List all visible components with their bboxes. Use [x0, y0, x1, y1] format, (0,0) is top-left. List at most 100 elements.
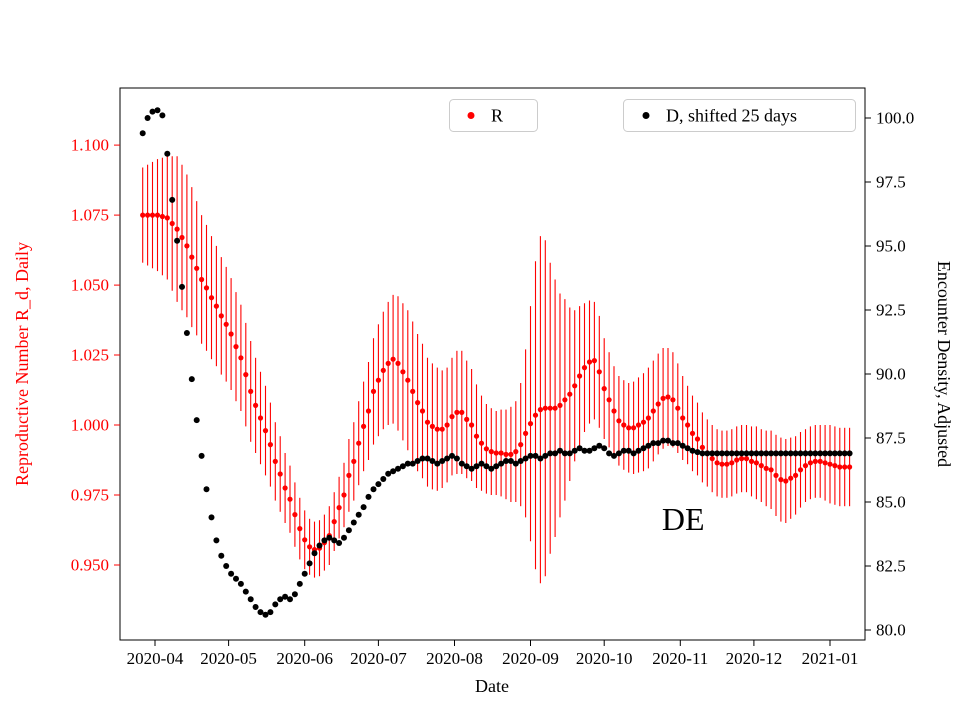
- r-point: [635, 422, 642, 428]
- r-point: [547, 405, 553, 411]
- r-point: [807, 460, 814, 466]
- r-point: [213, 303, 219, 309]
- r-point: [788, 475, 794, 481]
- d-point: [193, 417, 200, 424]
- r-point: [626, 425, 632, 431]
- r-point: [444, 422, 450, 428]
- d-point: [164, 150, 171, 157]
- d-point: [336, 540, 343, 546]
- r-point: [380, 367, 386, 373]
- d-point: [773, 450, 779, 457]
- d-point: [282, 593, 289, 600]
- r-point: [694, 436, 701, 442]
- r-point: [493, 450, 499, 456]
- r-point: [478, 440, 485, 446]
- d-point: [738, 450, 745, 457]
- r-point: [778, 477, 784, 483]
- r-points: [140, 212, 853, 553]
- d-point: [345, 527, 352, 534]
- d-point: [689, 447, 696, 454]
- r-point: [424, 419, 431, 425]
- r-point: [434, 426, 440, 432]
- d-point: [287, 596, 293, 603]
- d-point: [183, 330, 190, 336]
- r-point: [719, 461, 725, 467]
- x-axis-ticks: 2020-04 2020-05 2020-06 2020-07 2020-08 2020-…: [127, 640, 858, 668]
- legend-r-marker-icon: [467, 112, 475, 119]
- r-point: [370, 388, 377, 394]
- left-tick-label: 1.025: [71, 346, 109, 365]
- d-point: [257, 609, 264, 616]
- right-tick-label: 92.5: [876, 301, 906, 320]
- r-point: [802, 463, 809, 469]
- r-point: [189, 254, 195, 260]
- r-point: [606, 397, 612, 403]
- d-point: [242, 588, 249, 595]
- d-point: [768, 450, 775, 457]
- d-point: [586, 447, 593, 454]
- d-point: [385, 470, 392, 477]
- r-point: [483, 446, 489, 452]
- d-point: [149, 108, 156, 115]
- d-point: [547, 450, 554, 457]
- right-tick-label: 85.0: [876, 493, 906, 512]
- left-tick-label: 1.050: [71, 276, 109, 295]
- r-point: [405, 377, 411, 383]
- d-point: [566, 450, 573, 457]
- r-point: [218, 313, 224, 319]
- r-point: [385, 360, 391, 366]
- legend-r-label: R: [491, 106, 503, 126]
- r-point: [302, 537, 308, 543]
- r-point: [410, 388, 416, 394]
- d-point: [831, 450, 838, 457]
- d-point: [321, 537, 328, 544]
- r-point: [287, 496, 293, 502]
- d-point: [291, 591, 298, 598]
- r-point: [228, 331, 234, 337]
- d-point: [316, 542, 323, 549]
- d-point: [169, 196, 176, 203]
- r-point: [390, 356, 396, 362]
- legend-r-box: [449, 99, 538, 132]
- r-point: [459, 409, 465, 415]
- r-point: [223, 321, 229, 327]
- r-point: [257, 415, 264, 421]
- d-point: [458, 460, 465, 467]
- r-point: [591, 358, 598, 364]
- r-point: [532, 412, 539, 418]
- left-axis-ticks: 0.950 0.975 1.000 1.025 1.050 1.075 1.100: [71, 136, 120, 575]
- x-tick-label: 2020-09: [502, 649, 559, 668]
- d-point: [694, 449, 701, 456]
- r-point: [203, 285, 210, 291]
- r-point: [513, 449, 519, 455]
- x-tick-label: 2020-08: [426, 649, 483, 668]
- r-point: [645, 415, 652, 421]
- r-point: [272, 458, 278, 464]
- r-point: [140, 212, 146, 218]
- r-point: [689, 430, 696, 436]
- r-point: [655, 401, 661, 407]
- d-point: [723, 450, 730, 457]
- legend-d: D, shifted 25 days: [623, 99, 856, 132]
- d-point: [846, 450, 853, 457]
- d-point: [758, 450, 765, 457]
- d-point: [203, 486, 210, 493]
- r-point: [464, 416, 470, 422]
- d-point: [174, 237, 181, 244]
- right-tick-label: 100.0: [876, 109, 914, 128]
- d-point: [699, 450, 706, 457]
- left-tick-label: 1.100: [71, 136, 109, 155]
- x-axis-label: Date: [475, 676, 509, 696]
- d-point: [503, 458, 509, 464]
- d-point: [542, 452, 549, 459]
- d-point: [611, 452, 617, 459]
- r-point: [763, 465, 769, 471]
- d-point: [787, 450, 794, 457]
- r-point: [361, 423, 367, 429]
- r-point: [842, 464, 848, 470]
- r-point: [572, 383, 578, 389]
- r-point: [552, 405, 558, 411]
- r-point: [454, 409, 460, 415]
- r-point: [631, 425, 637, 431]
- d-point: [419, 455, 426, 462]
